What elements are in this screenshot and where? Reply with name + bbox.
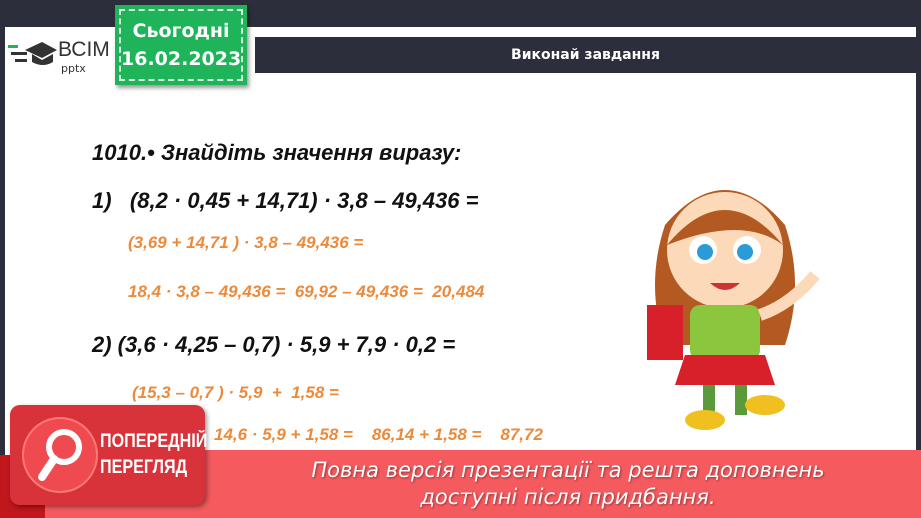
- preview-line-2: ПЕРЕГЛЯД: [100, 457, 188, 478]
- date-badge: Сьогодні 16.02.2023: [115, 5, 247, 85]
- banner-line-2: доступні після придбання.: [420, 485, 716, 509]
- preview-badge: ПОПЕРЕДНІЙ ПЕРЕГЛЯД: [10, 405, 208, 505]
- problem-2: 2) (3,6 · 4,25 – 0,7) · 5,9 + 7,9 · 0,2 …: [92, 332, 456, 357]
- preview-line-1: ПОПЕРЕДНІЙ: [100, 431, 208, 452]
- problem-1-step-1: (3,69 + 14,71 ) · 3,8 – 49,436 =: [128, 233, 364, 252]
- problem-2-step-1: (15,3 – 0,7 ) · 5,9 + 1,58 =: [132, 383, 339, 402]
- date-value: 16.02.2023: [121, 48, 242, 70]
- task-title: 1010.• Знайдіть значення виразу:: [92, 140, 462, 165]
- problem-1-step-2: 18,4 · 3,8 – 49,436 = 69,92 – 49,436 = 2…: [128, 282, 485, 301]
- banner-line-1: Повна версія презентації та решта доповн…: [311, 458, 825, 482]
- magnifier-icon: [22, 417, 98, 493]
- date-label: Сьогодні: [132, 20, 230, 42]
- logo: ВСІМ pptx: [8, 38, 113, 75]
- problem-1: 1) (8,2 · 0,45 + 14,71) · 3,8 – 49,436 =: [92, 188, 479, 213]
- header-title: Виконай завдання: [511, 47, 660, 63]
- girl-illustration: [647, 190, 820, 430]
- logo-subtext: pptx: [61, 62, 86, 75]
- logo-text: ВСІМ: [58, 38, 110, 61]
- graduation-cap-icon: [8, 42, 57, 65]
- problem-2-step-2: 14,6 · 5,9 + 1,58 = 86,14 + 1,58 = 87,72: [214, 425, 543, 444]
- slide-header: Виконай завдання: [255, 37, 916, 73]
